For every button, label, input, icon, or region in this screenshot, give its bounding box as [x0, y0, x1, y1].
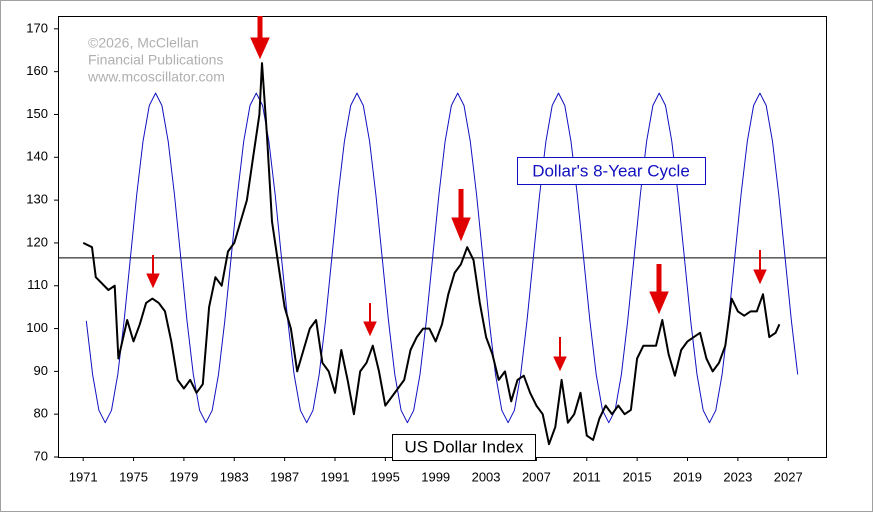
y-tick-label: 90 — [34, 363, 48, 378]
x-tick-label: 2003 — [472, 469, 501, 484]
y-tick-label: 160 — [26, 63, 48, 78]
y-tick-label: 130 — [26, 192, 48, 207]
y-tick-label: 170 — [26, 20, 48, 35]
series-line — [82, 62, 781, 446]
y-tick-label: 70 — [34, 448, 48, 463]
x-tick-label: 1991 — [321, 469, 350, 484]
arrow — [649, 264, 669, 315]
x-tick-label: 1975 — [119, 469, 148, 484]
series-line — [85, 92, 799, 424]
y-tick-label: 110 — [27, 277, 48, 292]
cycle-label: Dollar's 8-Year Cycle — [532, 161, 690, 180]
x-tick-label: 1995 — [371, 469, 400, 484]
copyright: Financial Publications — [88, 52, 223, 68]
arrow — [363, 303, 377, 337]
x-tick-label: 2011 — [573, 469, 601, 484]
arrow — [250, 16, 270, 60]
y-tick-label: 120 — [26, 234, 48, 249]
arrow — [553, 337, 567, 372]
x-tick-label: 2015 — [623, 469, 652, 484]
x-tick-label: 2027 — [774, 469, 803, 484]
cycle-label-box — [517, 157, 706, 185]
index-label: US Dollar Index — [404, 437, 524, 456]
y-tick-label: 100 — [26, 320, 48, 335]
y-tick-label: 150 — [26, 106, 48, 121]
x-tick-label: 2019 — [673, 469, 702, 484]
x-tick-label: 1987 — [270, 469, 299, 484]
x-tick-label: 2023 — [723, 469, 752, 484]
x-tick-label: 1983 — [220, 469, 249, 484]
y-tick-label: 140 — [26, 149, 48, 164]
arrow — [146, 255, 160, 289]
arrow — [451, 189, 471, 242]
y-tick-label: 80 — [34, 406, 48, 421]
plot: 70 80 90 100 110 120 130 140 150 160 170 1971 1975 19… — [26, 20, 826, 484]
copyright: www.mcoscillator.com — [87, 69, 225, 85]
x-tick-label: 2007 — [522, 469, 551, 484]
x-tick-label: 1971 — [69, 469, 98, 484]
index-label-box — [392, 434, 536, 461]
x-tick-label: 1999 — [421, 469, 450, 484]
arrows — [146, 16, 767, 372]
arrow — [753, 250, 767, 285]
x-tick-label: 1979 — [169, 469, 198, 484]
copyright: ©2026, McClellan — [88, 35, 199, 51]
